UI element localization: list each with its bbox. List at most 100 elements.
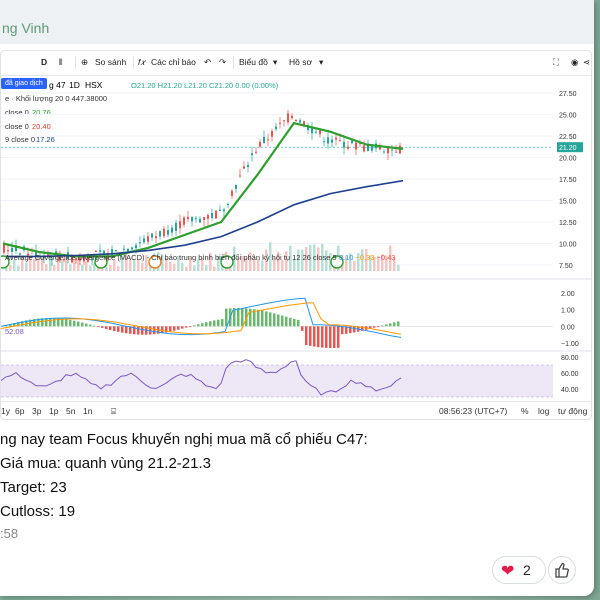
indicators-button[interactable]: Các chỉ báo <box>151 57 196 67</box>
volume-bar <box>317 247 320 271</box>
price-tick-label: 20.00 <box>559 156 577 163</box>
volume-bar <box>61 260 64 271</box>
candle-body <box>395 151 397 153</box>
macd-histogram-bar <box>57 318 60 327</box>
volume-bar <box>381 254 384 271</box>
volume-bar <box>81 264 84 271</box>
candle-body <box>103 250 105 255</box>
volume-bar <box>213 266 216 271</box>
macd-histogram-bar <box>397 321 400 327</box>
candle-body <box>7 250 9 252</box>
ma-legend-value: 17.26 <box>36 135 55 144</box>
candle-body <box>79 256 81 261</box>
ma-legend-label: close 0 <box>5 122 29 131</box>
volume-bar <box>17 265 20 271</box>
macd-histogram-bar <box>97 326 100 328</box>
macd-histogram-bar <box>345 326 348 334</box>
redo-icon[interactable]: ↷ <box>219 57 227 67</box>
rsi-tick-label: 40.00 <box>561 387 579 394</box>
macd-histogram-bar <box>5 325 8 327</box>
macd-histogram-bar <box>309 326 312 346</box>
macd-histogram-bar <box>217 319 220 327</box>
candlestick-icon[interactable]: ⫴ <box>59 57 63 67</box>
range-3p[interactable]: 3p <box>32 406 42 416</box>
candle-body <box>323 141 325 143</box>
interval-button[interactable]: D <box>41 57 48 67</box>
chevron-down-icon[interactable]: ▾ <box>273 57 278 67</box>
macd-histogram-bar <box>333 326 336 348</box>
volume-bar <box>181 262 184 271</box>
date-range-icon[interactable]: ⌸ <box>111 406 117 416</box>
undo-icon[interactable]: ↶ <box>204 57 212 67</box>
profile-button[interactable]: Hồ sơ <box>289 57 313 67</box>
macd-histogram-bar <box>185 326 188 328</box>
macd-histogram-bar <box>53 318 56 327</box>
volume-bar <box>69 264 72 271</box>
macd-histogram-bar <box>361 326 364 331</box>
price-chart[interactable]: 27.50 25.00 22.50 20.00 17.50 15.00 12.50 10.00… <box>1 75 591 401</box>
candle-body <box>279 122 281 124</box>
fullscreen-icon[interactable]: ⛶ <box>553 57 559 67</box>
candle-body <box>127 248 129 252</box>
sender-name[interactable]: ng Vinh <box>2 20 50 36</box>
divider <box>133 56 134 69</box>
macd-histogram-bar <box>377 326 380 328</box>
event-marker-icon <box>94 255 108 269</box>
candle-body <box>211 213 213 218</box>
layout-button[interactable]: Biểu đồ <box>239 57 268 67</box>
range-1y[interactable]: 1y <box>1 406 10 416</box>
volume-bar <box>321 243 324 271</box>
reaction-count: 2 <box>523 562 531 578</box>
volume-bar <box>201 257 204 271</box>
range-bar: 1y 6p 3p 1p 5n 1n ⌸ 08:56:23 (UTC+7) % l… <box>1 401 591 420</box>
range-1n[interactable]: 1n <box>83 406 93 416</box>
price-tick-label: 27.50 <box>559 91 577 98</box>
percent-toggle[interactable]: % <box>521 406 529 416</box>
macd-histogram-bar <box>169 326 172 332</box>
candle-body <box>347 146 349 149</box>
message-time: :58 <box>0 526 19 541</box>
macd-histogram-bar <box>85 323 88 327</box>
range-1p[interactable]: 1p <box>49 406 59 416</box>
ma-line-blue <box>3 179 404 258</box>
volume-bar <box>325 250 328 271</box>
candle-body <box>147 236 149 242</box>
range-6p[interactable]: 6p <box>15 406 25 416</box>
macd-histogram-bar <box>285 316 288 327</box>
range-5n[interactable]: 5n <box>66 406 76 416</box>
volume-bar <box>365 249 368 271</box>
chevron-down-icon[interactable]: ▾ <box>319 57 324 67</box>
volume-bar <box>253 258 256 271</box>
candle-body <box>71 257 73 263</box>
volume-bar <box>269 242 272 271</box>
macd-histogram-bar <box>117 326 120 332</box>
signal-value: −0.33 <box>355 253 375 262</box>
log-toggle[interactable]: log <box>538 406 550 416</box>
auto-toggle[interactable]: tự động <box>558 406 588 416</box>
compare-button[interactable]: So sánh <box>95 57 127 67</box>
macd-histogram-bar <box>17 322 20 327</box>
volume-bar <box>177 256 180 271</box>
volume-bar <box>21 257 24 271</box>
ma-legend-label: close 0 <box>5 108 29 117</box>
chart-screenshot[interactable]: D ⫴ ⊕ So sánh f𝑥 Các chỉ báo ↶ ↷ Biểu đồ… <box>0 50 592 420</box>
volume-bar <box>33 259 36 271</box>
camera-icon[interactable]: ◉ <box>571 57 579 67</box>
macd-histogram-bar <box>265 311 268 327</box>
candle-body <box>295 120 297 122</box>
macd-histogram-bar <box>105 326 108 329</box>
heart-reaction[interactable]: ❤ 2 <box>492 556 546 584</box>
candle-body <box>143 238 145 243</box>
volume-bar <box>237 257 240 271</box>
plus-icon[interactable]: ⊕ <box>81 57 89 67</box>
clock: 08:56:23 (UTC+7) <box>439 406 508 416</box>
candle-body <box>327 137 329 144</box>
volume-bar <box>25 262 28 271</box>
message-line: ng nay team Focus khuyến nghị mua mã cổ … <box>0 431 368 448</box>
share-icon[interactable]: ⋖ <box>583 57 591 67</box>
volume-bar <box>385 255 388 271</box>
macd-histogram-bar <box>245 308 248 327</box>
volume-bar <box>109 264 112 271</box>
like-button[interactable] <box>548 556 576 584</box>
